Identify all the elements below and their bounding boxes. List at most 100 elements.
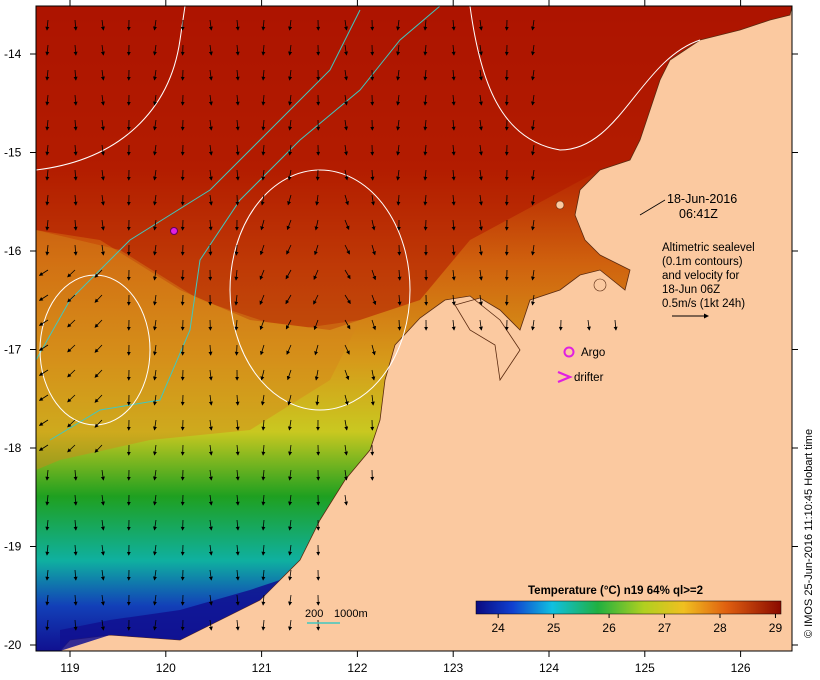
velocity-arrow bbox=[100, 19, 105, 31]
velocity-arrow bbox=[73, 544, 78, 556]
isobath-legend-200: 200 bbox=[305, 608, 323, 620]
velocity-arrow bbox=[478, 269, 483, 281]
velocity-arrow bbox=[531, 219, 535, 231]
velocity-arrow bbox=[94, 319, 103, 328]
velocity-arrow bbox=[208, 194, 213, 206]
map-time: 06:41Z bbox=[679, 207, 718, 221]
velocity-arrow bbox=[208, 244, 213, 256]
velocity-arrow bbox=[315, 194, 320, 206]
lon-tick-label: 120 bbox=[156, 661, 176, 675]
velocity-arrow bbox=[153, 19, 157, 31]
velocity-arrow bbox=[38, 444, 49, 451]
velocity-arrow bbox=[153, 319, 157, 331]
latitude-axis: -14 -15 -16 -17 -18 -19 -20 bbox=[4, 47, 798, 652]
velocity-arrow bbox=[45, 594, 50, 606]
velocity-arrow bbox=[38, 344, 49, 351]
velocity-arrow bbox=[396, 44, 401, 56]
velocity-arrow bbox=[67, 444, 76, 453]
velocity-arrow bbox=[235, 419, 240, 431]
velocity-arrow bbox=[423, 69, 428, 81]
velocity-arrow bbox=[371, 319, 377, 331]
lon-tick-label: 125 bbox=[635, 661, 655, 675]
velocity-arrow bbox=[153, 344, 157, 356]
lat-tick-label: -20 bbox=[4, 638, 22, 652]
velocity-arrow bbox=[100, 494, 105, 506]
velocity-arrow bbox=[259, 294, 265, 305]
velocity-arrow bbox=[286, 219, 292, 231]
velocity-arrow bbox=[371, 194, 375, 206]
velocity-arrow bbox=[288, 619, 293, 631]
velocity-arrow bbox=[287, 194, 292, 206]
velocity-arrow bbox=[288, 19, 293, 31]
velocity-arrow bbox=[100, 169, 105, 181]
velocity-arrow bbox=[73, 469, 78, 481]
velocity-arrow bbox=[285, 269, 292, 280]
velocity-arrow bbox=[288, 144, 293, 156]
velocity-arrow bbox=[208, 94, 213, 106]
velocity-arrow bbox=[259, 269, 265, 281]
lat-tick-label: -18 bbox=[4, 441, 22, 455]
velocity-arrow bbox=[344, 369, 350, 381]
velocity-arrow bbox=[73, 569, 78, 581]
velocity-arrow bbox=[285, 319, 292, 330]
velocity-arrow bbox=[153, 294, 157, 306]
velocity-arrow bbox=[208, 394, 213, 406]
velocity-arrow bbox=[397, 269, 402, 281]
velocity-arrow bbox=[153, 194, 157, 206]
velocity-arrow bbox=[208, 619, 213, 631]
velocity-arrow bbox=[344, 194, 349, 206]
velocity-arrow bbox=[100, 94, 105, 106]
velocity-arrow bbox=[235, 494, 240, 506]
velocity-arrow bbox=[153, 619, 157, 631]
velocity-arrow bbox=[235, 119, 240, 131]
velocity-arrow bbox=[396, 119, 401, 131]
velocity-arrow bbox=[344, 144, 348, 156]
velocity-arrow bbox=[344, 19, 348, 31]
velocity-arrow bbox=[261, 94, 266, 106]
velocity-arrow bbox=[208, 344, 213, 356]
velocity-arrow bbox=[586, 319, 591, 331]
velocity-arrow bbox=[100, 244, 105, 256]
velocity-arrow bbox=[235, 144, 240, 156]
velocity-arrow bbox=[313, 269, 319, 280]
velocity-arrow bbox=[531, 19, 535, 31]
svg-text:Altimetric sealevel: Altimetric sealevel bbox=[662, 242, 755, 254]
velocity-arrow bbox=[478, 169, 483, 181]
velocity-arrow bbox=[38, 319, 49, 326]
island bbox=[593, 278, 607, 292]
velocity-arrow bbox=[73, 594, 78, 606]
velocity-arrow bbox=[235, 569, 240, 581]
velocity-arrow bbox=[344, 494, 348, 506]
velocity-arrow bbox=[261, 469, 266, 481]
velocity-arrow bbox=[208, 594, 213, 606]
velocity-arrow bbox=[288, 594, 293, 606]
velocity-arrow bbox=[531, 169, 535, 181]
velocity-arrow bbox=[261, 44, 266, 56]
velocity-arrow bbox=[260, 194, 265, 206]
argo-legend-label: Argo bbox=[581, 347, 605, 359]
velocity-arrow bbox=[313, 319, 319, 331]
argo-float-marker[interactable] bbox=[170, 227, 178, 235]
velocity-arrow bbox=[153, 444, 157, 456]
velocity-arrow bbox=[261, 144, 266, 156]
velocity-arrow bbox=[261, 544, 266, 556]
velocity-arrow bbox=[45, 469, 50, 481]
velocity-arrow bbox=[344, 344, 350, 355]
velocity-arrow bbox=[208, 44, 213, 56]
velocity-arrow bbox=[73, 69, 78, 81]
velocity-arrow bbox=[153, 119, 157, 131]
velocity-arrow bbox=[235, 69, 240, 81]
velocity-arrow bbox=[234, 269, 239, 281]
lon-tick-label: 124 bbox=[539, 661, 559, 675]
velocity-arrow bbox=[313, 294, 319, 305]
lat-tick-label: -16 bbox=[4, 244, 22, 258]
velocity-arrow bbox=[153, 569, 157, 581]
velocity-arrow bbox=[531, 194, 535, 206]
velocity-arrow bbox=[153, 519, 157, 531]
velocity-arrow bbox=[314, 369, 319, 381]
velocity-arrow bbox=[371, 219, 376, 231]
velocity-arrow bbox=[478, 294, 483, 306]
velocity-arrow bbox=[344, 419, 349, 431]
velocity-arrow bbox=[371, 294, 377, 306]
